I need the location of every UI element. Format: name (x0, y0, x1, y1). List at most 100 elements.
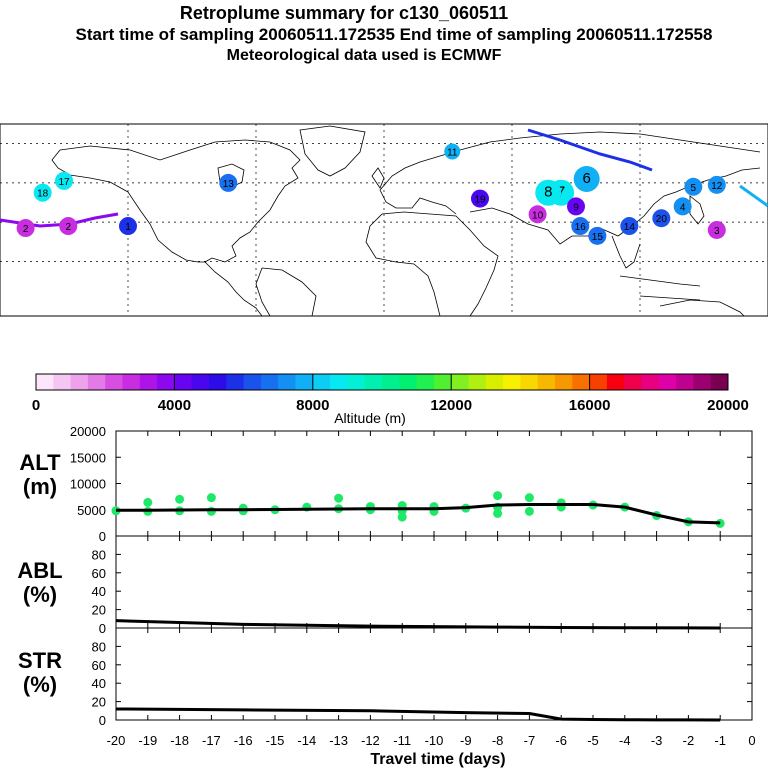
map-marker-label: 18 (37, 189, 49, 200)
map-marker (16, 219, 35, 238)
altitude-point (175, 494, 185, 504)
colorbar-swatch (658, 374, 677, 390)
map-marker (652, 209, 671, 228)
colorbar-swatch (157, 374, 175, 390)
map-marker (219, 173, 238, 192)
panel-ylabel: (%) (23, 582, 57, 607)
colorbar-swatch (433, 374, 452, 390)
abl-fraction-line (115, 619, 721, 630)
colorbar-swatch (555, 374, 573, 390)
y-tick-label: 80 (92, 547, 106, 562)
colorbar-swatch (416, 374, 435, 390)
colorbar-swatch (503, 374, 521, 390)
x-tick-label: -17 (202, 733, 221, 748)
map-marker (707, 175, 726, 194)
y-tick-label: 0 (99, 529, 106, 544)
coast-europe (379, 131, 761, 215)
colorbar-swatch (451, 374, 469, 390)
map-marker (119, 217, 137, 236)
colorbar: 0 4000 8000 12000 16000 20000 Altitude (m) (32, 373, 749, 426)
altitude-mean-line (116, 503, 721, 525)
colorbar-swatch (53, 374, 72, 390)
map-marker-label: 9 (573, 202, 579, 213)
x-tick-label: -13 (329, 733, 348, 748)
x-tick-label: -12 (361, 733, 380, 748)
x-tick-label: -8 (492, 733, 504, 748)
map-marker-label: 2 (65, 222, 71, 233)
met-data-note: Meteorological data used is ECMWF (226, 47, 502, 64)
map-marker-label: 20 (656, 214, 668, 225)
colorbar-swatch (710, 374, 729, 390)
colorbar-tick-label: 0 (32, 397, 40, 414)
colorbar-swatch (209, 374, 227, 390)
x-tick-label: -20 (107, 733, 126, 748)
colorbar-swatch (278, 374, 296, 390)
colorbar-swatch (260, 374, 279, 390)
map-marker (588, 226, 607, 245)
map-marker (573, 165, 600, 192)
x-tick-label: -15 (266, 733, 285, 748)
colorbar-swatch (139, 374, 158, 390)
y-tick-label: 0 (99, 713, 106, 728)
colorbar-tick-label: 8000 (296, 397, 329, 414)
colorbar-swatch (226, 374, 245, 390)
colorbar-swatch (364, 374, 383, 390)
colorbar-swatch (382, 374, 400, 390)
x-tick-label: -2 (683, 733, 695, 748)
altitude-point (206, 493, 216, 503)
y-tick-label: 5000 (77, 503, 106, 518)
altitude-point (524, 493, 534, 503)
colorbar-frame (35, 373, 729, 391)
plume-markers: 12234567891011121314151617181920 (16, 143, 726, 245)
x-tick-label: -11 (393, 733, 411, 748)
y-tick-label: 20 (92, 695, 106, 710)
map-marker-label: 5 (691, 183, 697, 194)
map-marker (59, 217, 78, 236)
x-tick-label: -3 (651, 733, 663, 748)
map-marker-label: 14 (624, 222, 636, 233)
map-marker (673, 197, 692, 216)
panel-frame-stratosphere-fraction (115, 627, 753, 721)
colorbar-swatch (624, 374, 642, 390)
colorbar-tick-label: 20000 (707, 397, 749, 414)
colorbar-swatch (70, 374, 89, 390)
map-marker-label: 13 (223, 179, 235, 190)
map-marker-label: 16 (575, 222, 587, 233)
panel-ylabel: (%) (23, 672, 57, 697)
map-marker-label: 12 (711, 181, 723, 192)
map-marker (444, 143, 461, 160)
panel-ylabel: ABL (17, 558, 62, 583)
map-marker (571, 217, 590, 236)
colorbar-swatch (295, 374, 314, 390)
x-tick-label: -1 (714, 733, 726, 748)
altitude-point (143, 497, 153, 507)
map-marker-label: 6 (582, 170, 590, 187)
map-marker-label: 8 (544, 184, 552, 201)
coast-africa (365, 211, 499, 317)
map-marker (707, 220, 726, 239)
x-tick-label: 0 (748, 733, 755, 748)
coast-north-america (51, 139, 301, 317)
map-marker (33, 183, 52, 202)
colorbar-swatch (347, 374, 366, 390)
y-tick-label: 20000 (70, 424, 106, 439)
coast-greenland (299, 125, 366, 177)
sampling-times: Start time of sampling 20060511.172535 E… (75, 25, 713, 44)
map-marker-label: 15 (592, 232, 604, 243)
panel-ylabel: ALT (19, 450, 61, 475)
y-tick-label: 10000 (70, 477, 106, 492)
colorbar-swatch (243, 374, 262, 390)
colorbar-swatch (641, 374, 660, 390)
altitude-point (334, 493, 344, 503)
colorbar-swatch (330, 374, 348, 390)
x-tick-label: -5 (587, 733, 599, 748)
track-siberia (527, 128, 653, 172)
map-marker (471, 189, 489, 208)
map-marker-label: 10 (532, 210, 544, 221)
map-marker (567, 197, 585, 216)
coast-indonesia (619, 275, 701, 301)
map-marker-label: 3 (714, 226, 720, 237)
colorbar-swatch (676, 374, 694, 390)
colorbar-swatch (312, 374, 331, 390)
x-tick-label: -10 (425, 733, 444, 748)
